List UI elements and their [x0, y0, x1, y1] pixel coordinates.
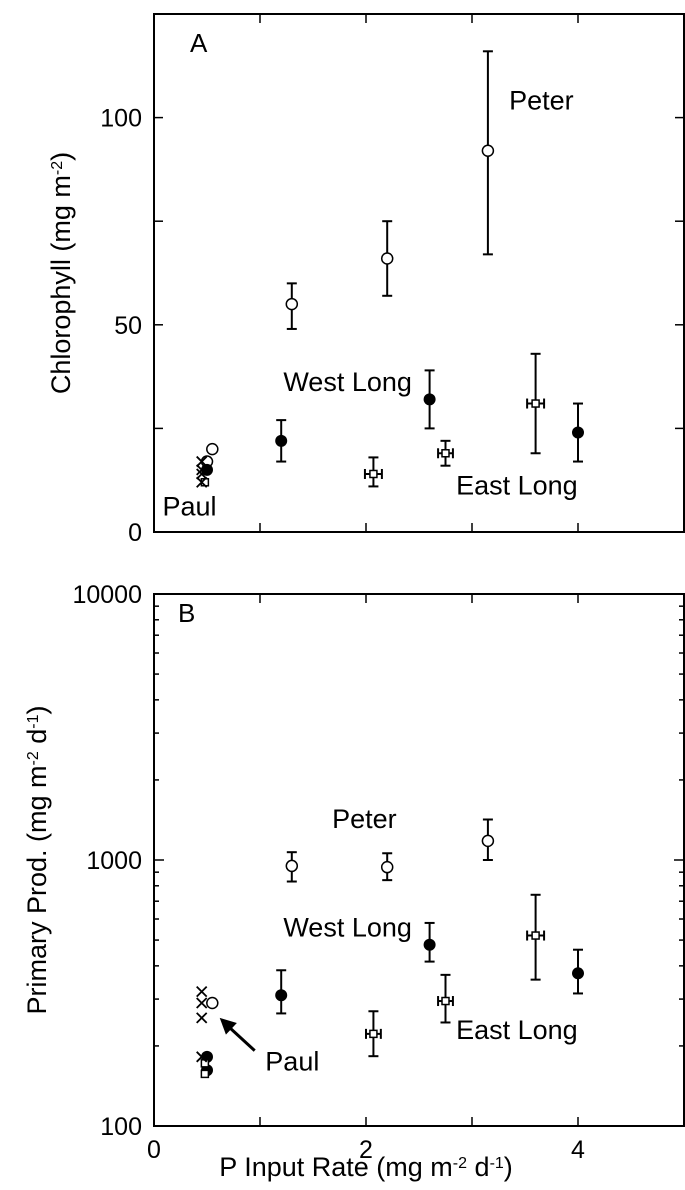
y-tick-label: 100 — [100, 105, 142, 133]
panel-a-chlorophyll: A Chlorophyll (mg m-2) 0 50 100 Peter West … — [46, 13, 685, 547]
data-point-west-long — [572, 967, 584, 980]
data-point-east-long — [531, 931, 540, 940]
annotation-paul: Paul — [265, 1046, 319, 1076]
panel-a-y-axis-label: Chlorophyll (mg m-2) — [46, 152, 76, 394]
data-point-peter — [206, 442, 219, 456]
panel-b-label: B — [178, 598, 195, 628]
data-point-east-long — [441, 996, 450, 1006]
panel-b-y-axis-label: Primary Prod. (mg m-2 d-1) — [22, 705, 52, 1014]
annotation-peter: Peter — [332, 804, 397, 834]
data-point-paul — [196, 464, 208, 476]
panel-a-label: A — [190, 28, 208, 58]
panel-a-ticks: 0 50 100 — [100, 14, 684, 547]
y-tick-label: 50 — [114, 312, 142, 340]
x-tick-label: 0 — [147, 1136, 161, 1164]
y-tick-label: 1000 — [86, 847, 142, 875]
x-tick-label: 4 — [571, 1136, 585, 1164]
data-point-peter — [380, 252, 394, 265]
data-point-west-long — [423, 938, 436, 951]
data-point-east-long — [369, 469, 378, 479]
data-point-paul — [196, 455, 208, 468]
data-point-peter — [481, 144, 495, 158]
data-point-peter — [206, 996, 219, 1010]
y-tick-label: 10000 — [72, 581, 142, 609]
annotation-peter: Peter — [509, 85, 574, 115]
panel-b-primary-production: B Primary Prod. (mg m-2 d-1) P Input Rat… — [22, 581, 685, 1182]
paul-arrow-head — [219, 1017, 237, 1035]
panel-b-annotations: Peter West Long East Long Paul — [219, 804, 578, 1076]
panel-a-frame — [153, 13, 685, 533]
annotation-west-long: West Long — [283, 913, 412, 943]
data-point-east-long — [200, 1069, 210, 1079]
annotation-east-long: East Long — [456, 471, 578, 501]
panel-b-ticks: 0 2 4 100 1000 10000 — [72, 581, 684, 1164]
data-point-east-long — [441, 449, 450, 458]
data-point-east-long — [369, 1029, 378, 1039]
y-tick-label: 100 — [100, 1113, 142, 1141]
data-point-paul — [196, 476, 208, 488]
data-point-paul — [196, 997, 208, 1009]
annotation-west-long: West Long — [283, 367, 412, 397]
data-point-west-long — [423, 393, 436, 406]
annotation-east-long: East Long — [456, 1015, 578, 1045]
y-tick-label: 0 — [128, 519, 142, 547]
panel-a-annotations: Peter West Long East Long Paul — [162, 85, 577, 521]
data-point-west-long — [275, 434, 288, 447]
panel-b-marks — [196, 818, 584, 1079]
data-point-east-long — [531, 399, 540, 408]
panel-b-frame — [153, 593, 685, 1127]
data-point-paul — [196, 468, 208, 480]
paul-arrow — [226, 1024, 256, 1052]
data-point-paul — [196, 1051, 208, 1063]
data-point-paul — [196, 1012, 208, 1024]
data-point-west-long — [275, 989, 288, 1002]
data-point-peter — [285, 859, 299, 873]
data-point-peter — [285, 297, 299, 311]
data-point-west-long — [572, 426, 584, 439]
data-point-peter — [380, 860, 394, 874]
data-point-peter — [481, 834, 495, 848]
panel-a-marks — [196, 50, 584, 488]
x-tick-label: 2 — [359, 1136, 373, 1164]
annotation-paul: Paul — [162, 491, 216, 521]
x-axis-label: P Input Rate (mg m-2 d-1) — [219, 1152, 513, 1182]
data-point-paul — [196, 985, 208, 998]
